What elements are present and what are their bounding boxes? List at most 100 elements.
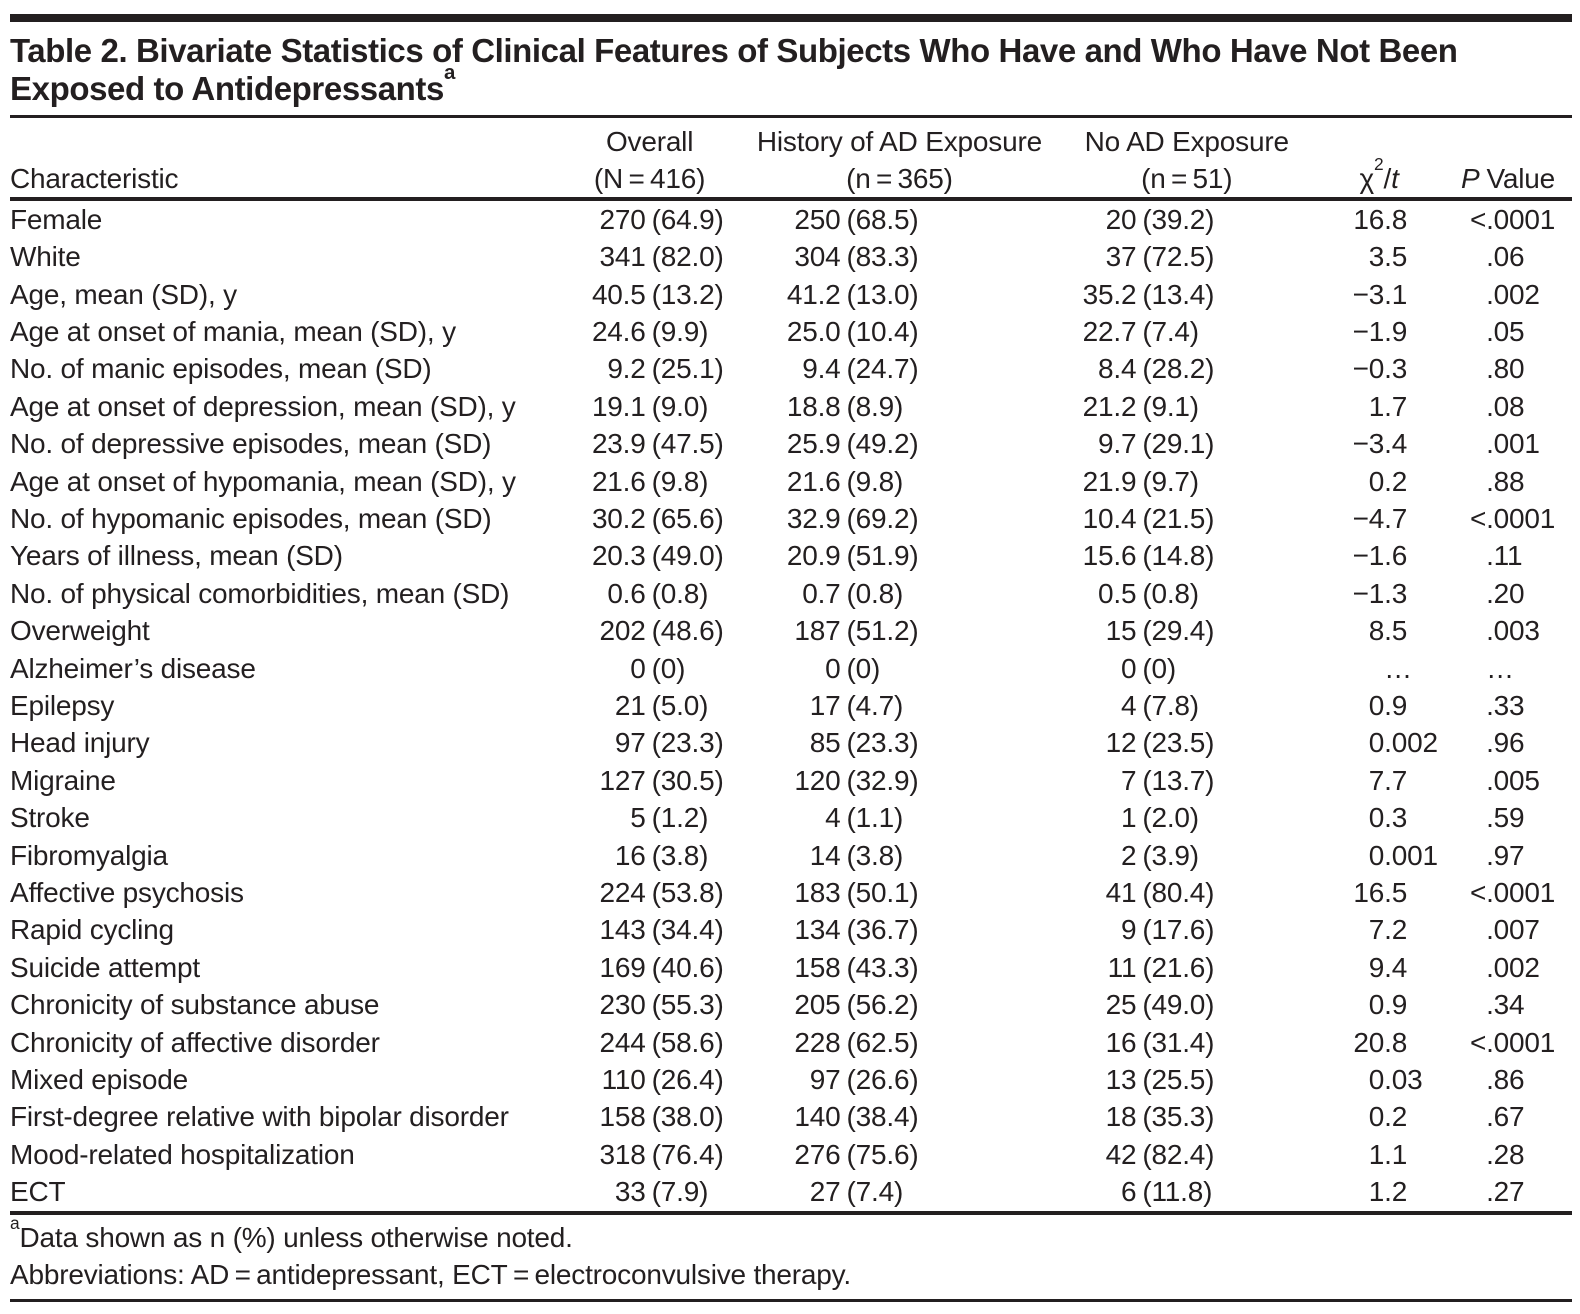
table-title-line2: Exposed to Antidepressantsa xyxy=(10,62,1572,108)
cell-history: 25.0 (10.4) xyxy=(786,315,919,347)
header-history-label: History of AD Exposure xyxy=(756,126,1042,157)
cell-overall: 19.1 (9.0) xyxy=(591,390,709,422)
bottom-rule xyxy=(10,1298,1572,1302)
cell-history: 158 (43.3) xyxy=(794,951,919,983)
table-row: Affective psychosis 224 (53.8) 183 (50.1) 41(… xyxy=(10,874,1572,911)
table-row: Age, mean (SD), y 40.5 (13.2) 41.2 (13.0) 35.… xyxy=(10,276,1572,313)
cell-p-value: .08 xyxy=(1486,390,1525,422)
cell-overall: 143 (34.4) xyxy=(599,914,724,946)
cell-no-ad: 42 (82.4) xyxy=(1105,1138,1215,1170)
cell-chi-t: 0.001 xyxy=(1368,839,1438,871)
cell-p-value: .27 xyxy=(1486,1176,1525,1208)
table-row: Age at onset of depression, mean (SD), y… xyxy=(10,388,1572,425)
cell-p-value: .001 xyxy=(1486,428,1540,460)
cell-no-ad: 10.4 (21.5) xyxy=(1082,502,1215,534)
cell-chi-t: −3.4 xyxy=(1352,428,1408,460)
row-label: No. of depressive episodes, mean (SD) xyxy=(10,428,492,460)
row-label: No. of hypomanic episodes, mean (SD) xyxy=(10,502,492,534)
table-header: Characteristic Overall (N = 416) History… xyxy=(10,118,1572,197)
cell-no-ad: 4 (7.8) xyxy=(1120,689,1199,721)
cell-overall: 20.3 (49.0) xyxy=(591,540,724,572)
cell-p-value: .05 xyxy=(1486,315,1525,347)
title-divider-rule xyxy=(10,115,1572,118)
row-label: Age at onset of mania, mean (SD), y xyxy=(10,315,456,347)
cell-no-ad: 2 (3.9) xyxy=(1120,839,1199,871)
row-label: Fibromyalgia xyxy=(10,839,168,871)
cell-p-value: .007 xyxy=(1486,914,1540,946)
cell-chi-t: 7.7 xyxy=(1368,764,1408,796)
row-label: Affective psychosis xyxy=(10,877,244,909)
cell-history: 9.4 (24.7) xyxy=(802,353,919,385)
row-label: Migraine xyxy=(10,764,116,796)
cell-history: 20.9 (51.9) xyxy=(786,540,919,572)
cell-p-value: .003 xyxy=(1486,615,1540,647)
cell-p-value: .67 xyxy=(1486,1101,1525,1133)
cell-chi-t: 0.3 xyxy=(1368,802,1408,834)
cell-p-value: … xyxy=(1486,652,1514,684)
cell-chi-t: 7.2 xyxy=(1368,914,1408,946)
cell-overall: 30.2 (65.6) xyxy=(591,502,724,534)
cell-overall: 230 (55.3) xyxy=(599,989,724,1021)
header-overall-label: Overall xyxy=(605,126,694,157)
cell-history: 276 (75.6) xyxy=(794,1138,919,1170)
row-label: Mood-related hospitalization xyxy=(10,1138,355,1170)
cell-p-value: .06 xyxy=(1486,241,1525,273)
cell-p-value: .20 xyxy=(1486,577,1525,609)
cell-overall: 9.2 (25.1) xyxy=(607,353,724,385)
cell-overall: 16 (3.8) xyxy=(614,839,709,871)
table-row: Mixed episode 110 (26.4) 97 (26.6) 13 (25.5) 0.… xyxy=(10,1061,1572,1098)
chi-symbol: χ xyxy=(1359,163,1375,194)
row-label: Overweight xyxy=(10,615,150,647)
header-no-ad-n: (n = 51) xyxy=(1141,163,1233,194)
cell-overall: 33 (7.9) xyxy=(614,1176,709,1208)
cell-history: 0.7 (0.8) xyxy=(802,577,904,609)
cell-chi-t: … xyxy=(1384,652,1412,684)
row-label: Mixed episode xyxy=(10,1064,188,1096)
cell-p-value: .11 xyxy=(1486,540,1523,572)
cell-overall: 23.9 (47.5) xyxy=(591,428,724,460)
row-label: Age, mean (SD), y xyxy=(10,278,237,310)
p-value-word: Value xyxy=(1486,163,1556,194)
cell-chi-t: 0.03 xyxy=(1368,1064,1423,1096)
cell-chi-t: −3.1 xyxy=(1352,278,1408,310)
cell-overall: 244 (58.6) xyxy=(599,1026,724,1058)
cell-history: 205 (56.2) xyxy=(794,989,919,1021)
cell-p-value: .86 xyxy=(1486,1064,1525,1096)
cell-no-ad: 41 (80.4) xyxy=(1105,877,1215,909)
header-characteristic-label: Characteristic xyxy=(10,163,179,194)
cell-p-value: .002 xyxy=(1486,278,1540,310)
cell-chi-t: −1.9 xyxy=(1352,315,1408,347)
cell-history: 0 (0) xyxy=(825,652,881,684)
cell-overall: 21.6 (9.8) xyxy=(591,465,709,497)
row-label: Alzheimer’s disease xyxy=(10,652,256,684)
cell-no-ad: 15.6 (14.8) xyxy=(1082,540,1215,572)
table-row: Rapid cycling 143 (34.4) 134 (36.7) 9 (17.6) 7.… xyxy=(10,912,1572,949)
cell-p-value: .28 xyxy=(1486,1138,1525,1170)
cell-no-ad: 37 (72.5) xyxy=(1105,241,1215,273)
cell-history: 304 (83.3) xyxy=(794,241,919,273)
cell-no-ad: 11 (21.6) xyxy=(1107,951,1215,983)
table-row: Stroke 5 (1.2) 4 (1.1) 1 (2.0) 0.3 .59 xyxy=(10,800,1572,837)
table-body: Female 270 (64.9) 250 (68.5) 20 (39.2) 16.8 <.00… xyxy=(10,201,1572,1211)
header-overall-n: (N = 416) xyxy=(593,163,706,194)
cell-chi-t: −0.3 xyxy=(1352,353,1408,385)
table-title-footnote-marker: a xyxy=(443,60,455,84)
row-label: Epilepsy xyxy=(10,689,115,721)
cell-no-ad: 16 (31.4) xyxy=(1105,1026,1215,1058)
header-col-characteristic: Characteristic xyxy=(10,118,560,197)
cell-no-ad: 1 (2.0) xyxy=(1120,802,1199,834)
cell-p-value: .59 xyxy=(1486,802,1525,834)
cell-overall: 97 (23.3) xyxy=(614,727,724,759)
cell-overall: 110 (26.4) xyxy=(601,1064,724,1096)
cell-p-value: <.0001 xyxy=(1469,502,1556,534)
cell-no-ad: 6 (11.8) xyxy=(1120,1176,1213,1208)
row-label: Head injury xyxy=(10,727,150,759)
cell-overall: 0.6 (0.8) xyxy=(607,577,709,609)
row-label: No. of physical comorbidities, mean (SD) xyxy=(10,577,510,609)
table-row: White 341 (82.0) 304 (83.3) 37 (72.5) 3.5 .06 xyxy=(10,238,1572,275)
table-footnotes: aData shown as n (%) unless otherwise no… xyxy=(10,1214,1572,1293)
table-row: No. of hypomanic episodes, mean (SD) 30.2… xyxy=(10,500,1572,537)
cell-no-ad: 20 (39.2) xyxy=(1105,203,1215,235)
cell-history: 4 (1.1) xyxy=(825,802,904,834)
